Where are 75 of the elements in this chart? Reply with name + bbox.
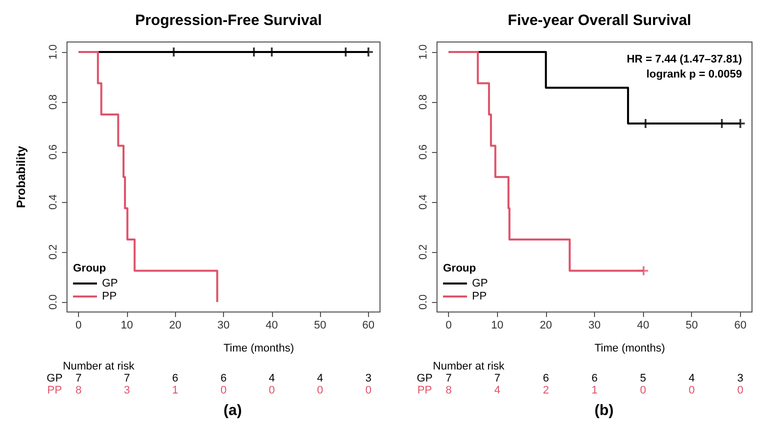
chart-title: Progression-Free Survival bbox=[135, 12, 322, 29]
text: 3 bbox=[365, 372, 372, 384]
y-tick-label: 0.0 bbox=[418, 294, 430, 310]
text: 8 bbox=[76, 384, 82, 396]
text: 6 bbox=[591, 372, 598, 384]
y-tick-label: 0.2 bbox=[418, 244, 430, 260]
x-tick-label: 20 bbox=[540, 320, 552, 332]
legend-title: Group bbox=[73, 262, 106, 274]
y-tick-label: 0.4 bbox=[48, 194, 60, 210]
y-tick-label: 0.6 bbox=[418, 144, 430, 160]
legend-label: GP bbox=[472, 278, 488, 290]
text: 2 bbox=[542, 384, 549, 396]
text: 0 bbox=[268, 384, 275, 396]
legend-label: GP bbox=[102, 278, 118, 290]
text: (b) bbox=[594, 402, 614, 419]
x-tick-label: 30 bbox=[588, 320, 601, 332]
x-tick-label: 60 bbox=[734, 320, 746, 332]
x-tick-label: 40 bbox=[636, 320, 650, 332]
text: Number at risk bbox=[62, 360, 135, 372]
x-tick-label: 20 bbox=[169, 320, 182, 332]
text: 6 bbox=[542, 372, 549, 384]
legend-label: PP bbox=[472, 290, 487, 302]
text: 7 bbox=[494, 372, 500, 384]
text: 0 bbox=[737, 384, 744, 396]
x-tick-label: 10 bbox=[491, 320, 504, 332]
text: 0 bbox=[688, 384, 695, 396]
text: 0 bbox=[317, 384, 324, 396]
y-tick-label: 1.0 bbox=[418, 44, 430, 60]
text: PP bbox=[47, 384, 62, 396]
legend-label: PP bbox=[102, 290, 117, 302]
text: 0 bbox=[220, 384, 227, 396]
y-tick-label: 0.8 bbox=[48, 94, 60, 110]
annotation: HR = 7.44 (1.47–37.81) bbox=[626, 54, 742, 66]
annotation: logrank p = 0.0059 bbox=[646, 68, 742, 80]
chart-title: Five-year Overall Survival bbox=[508, 12, 692, 29]
y-tick-label: 0.2 bbox=[48, 244, 60, 260]
y-tick-label: 0.6 bbox=[48, 144, 60, 160]
y-tick-label: 0.0 bbox=[48, 294, 60, 310]
x-axis-title: Time (months) bbox=[223, 342, 294, 354]
text: 4 bbox=[317, 372, 324, 384]
text: (a) bbox=[223, 402, 242, 419]
text: 0 bbox=[640, 384, 646, 396]
text: 4 bbox=[494, 384, 500, 396]
text: 6 bbox=[220, 372, 227, 384]
text: GP bbox=[416, 372, 433, 384]
text: 1 bbox=[591, 384, 598, 396]
y-tick-label: 0.4 bbox=[418, 194, 430, 210]
text: 0 bbox=[365, 384, 372, 396]
text: GP bbox=[46, 372, 63, 384]
x-tick-label: 60 bbox=[362, 320, 375, 332]
text: 6 bbox=[172, 372, 178, 384]
text: 4 bbox=[688, 372, 695, 384]
x-tick-label: 30 bbox=[217, 320, 230, 332]
text: 7 bbox=[124, 372, 130, 384]
x-tick-label: 0 bbox=[76, 320, 82, 332]
y-tick-label: 0.8 bbox=[418, 94, 430, 110]
y-tick-label: 1.0 bbox=[48, 44, 60, 60]
text: 7 bbox=[446, 372, 452, 384]
legend-title: Group bbox=[443, 262, 476, 274]
text: 8 bbox=[446, 384, 452, 396]
y-axis-title: Probability bbox=[14, 146, 28, 208]
text: 5 bbox=[640, 372, 646, 384]
x-tick-label: 50 bbox=[314, 320, 326, 332]
text: 7 bbox=[76, 372, 82, 384]
x-tick-label: 0 bbox=[446, 320, 452, 332]
text: 4 bbox=[268, 372, 275, 384]
text: 3 bbox=[737, 372, 744, 384]
text: 3 bbox=[124, 384, 130, 396]
x-tick-label: 10 bbox=[120, 320, 134, 332]
x-tick-label: 40 bbox=[266, 320, 278, 332]
text: PP bbox=[417, 384, 432, 396]
x-axis-title: Time (months) bbox=[594, 342, 665, 354]
text: 1 bbox=[172, 384, 178, 396]
text: Number at risk bbox=[432, 360, 505, 372]
x-tick-label: 50 bbox=[686, 320, 698, 332]
